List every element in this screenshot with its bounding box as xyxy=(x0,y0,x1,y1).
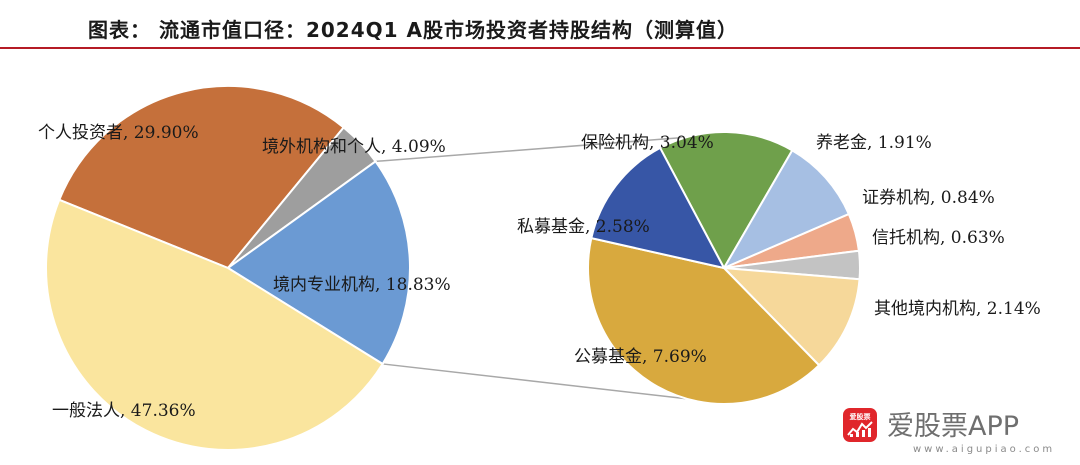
watermark-brand: 爱股票APP xyxy=(887,411,1020,442)
sub-data-label-6: 私募基金, 2.58% xyxy=(517,217,650,237)
sub-data-label-4: 其他境内机构, 2.14% xyxy=(874,299,1041,319)
sub-data-label-5: 公募基金, 7.69% xyxy=(574,347,707,367)
sub-data-label-2: 证券机构, 0.84% xyxy=(862,188,995,208)
sub-data-label-0: 保险机构, 3.04% xyxy=(581,133,714,153)
main-pie-slice-2 xyxy=(226,159,411,366)
data-labels: 个人投资者, 29.90% 境外机构和个人, 4.09% 境内专业机构, 18.83… xyxy=(38,123,1041,421)
sub-pie-slice-6 xyxy=(590,146,726,270)
main-data-label-2: 境内专业机构, 18.83% xyxy=(273,275,451,295)
main-data-label-3: 一般法人, 47.36% xyxy=(52,401,196,421)
main-data-label-0: 个人投资者, 29.90% xyxy=(38,123,199,143)
sub-pie xyxy=(586,131,861,405)
title-divider xyxy=(0,47,1080,49)
main-pie-slice-3 xyxy=(45,198,385,451)
main-data-label-1: 境外机构和个人, 4.09% xyxy=(262,137,446,157)
sub-pie-slice-5 xyxy=(586,236,821,405)
main-pie-slice-0 xyxy=(57,85,346,270)
main-pie xyxy=(45,85,411,451)
sub-pie-slice-1 xyxy=(721,148,851,271)
sub-data-label-1: 养老金, 1.91% xyxy=(816,133,932,153)
watermark-logo-icon: 爱股票 xyxy=(843,408,877,442)
connector-line-bottom xyxy=(382,363,687,400)
watermark: 爱股票 爱股票APP www.aigupiao.com xyxy=(843,404,1058,460)
connector-lines xyxy=(375,136,687,400)
sub-pie-slice-4 xyxy=(721,266,861,367)
connector-line-top xyxy=(375,136,687,163)
watermark-url: www.aigupiao.com xyxy=(913,444,1056,455)
sub-data-label-3: 信托机构, 0.63% xyxy=(872,228,1005,248)
chart-title: 图表： 流通市值口径：2024Q1 A股市场投资者持股结构（测算值） xyxy=(88,18,738,42)
sub-pie-slice-0 xyxy=(658,131,794,271)
